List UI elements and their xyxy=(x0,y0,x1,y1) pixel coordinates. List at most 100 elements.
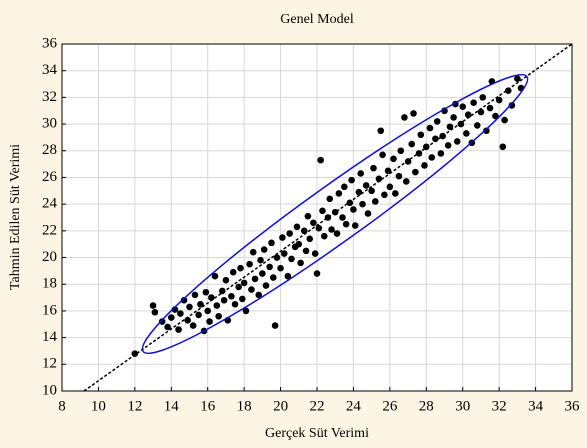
y-axis-label: Tahmin Edilen Süt Verimi xyxy=(8,144,23,290)
x-tick-label: 28 xyxy=(419,398,434,414)
point xyxy=(331,208,339,216)
y-tick-label: 16 xyxy=(42,302,58,318)
point xyxy=(271,322,279,329)
x-tick-label: 30 xyxy=(455,398,470,414)
y-tick-label: 34 xyxy=(42,62,58,78)
point xyxy=(231,300,239,308)
point xyxy=(370,164,377,172)
point xyxy=(167,314,175,321)
point xyxy=(473,122,481,129)
point xyxy=(483,127,490,135)
x-tick-label: 34 xyxy=(528,398,544,414)
point xyxy=(324,214,332,221)
point xyxy=(266,263,273,271)
point xyxy=(341,183,348,191)
point xyxy=(215,312,222,320)
point xyxy=(463,130,470,137)
point xyxy=(288,255,295,263)
x-tick-label: 36 xyxy=(565,398,581,414)
x-tick-label: 14 xyxy=(164,398,180,414)
point xyxy=(286,230,293,237)
point xyxy=(191,291,199,299)
point xyxy=(229,268,237,276)
point xyxy=(335,190,343,197)
x-tick-label: 22 xyxy=(310,398,325,414)
point xyxy=(240,279,248,287)
point xyxy=(470,99,477,107)
point xyxy=(444,142,452,149)
point xyxy=(404,158,412,165)
y-tick-label: 20 xyxy=(42,249,57,265)
point xyxy=(499,143,507,151)
point xyxy=(433,118,441,125)
point xyxy=(350,206,357,213)
y-tick-label: 14 xyxy=(42,329,58,345)
point xyxy=(375,175,383,183)
point xyxy=(381,191,388,199)
point xyxy=(453,138,461,145)
chart-title: Genel Model xyxy=(280,12,354,27)
point xyxy=(302,247,310,255)
point xyxy=(364,210,372,217)
point xyxy=(255,291,263,299)
point xyxy=(504,87,512,95)
point xyxy=(175,326,182,333)
point xyxy=(390,155,397,163)
point xyxy=(486,104,494,112)
point xyxy=(464,111,472,119)
point xyxy=(228,292,235,300)
point xyxy=(395,172,403,180)
point xyxy=(239,295,246,303)
point xyxy=(439,132,446,140)
point xyxy=(280,250,288,257)
point xyxy=(149,302,157,309)
point xyxy=(218,287,226,295)
point xyxy=(186,303,193,311)
point xyxy=(259,270,266,277)
point xyxy=(501,116,508,124)
confidence-ellipse xyxy=(141,73,529,355)
point xyxy=(412,168,419,176)
point xyxy=(397,147,405,155)
point xyxy=(315,224,323,232)
point xyxy=(359,200,366,208)
point xyxy=(177,310,184,317)
point xyxy=(346,199,354,207)
y-tick-label: 30 xyxy=(42,116,57,132)
point xyxy=(417,131,425,139)
point xyxy=(251,275,259,283)
point xyxy=(326,195,334,203)
point xyxy=(392,190,399,197)
point xyxy=(401,114,408,121)
point xyxy=(355,188,363,196)
point xyxy=(269,274,277,281)
point xyxy=(495,96,503,104)
point xyxy=(441,107,448,115)
point xyxy=(479,94,487,101)
x-tick-label: 16 xyxy=(200,398,216,414)
point xyxy=(246,260,253,268)
point xyxy=(195,311,202,319)
point xyxy=(437,150,445,157)
point xyxy=(197,300,204,308)
point xyxy=(508,102,516,109)
point xyxy=(306,235,314,243)
point xyxy=(131,350,139,357)
x-tick-label: 26 xyxy=(382,398,398,414)
y-tick-label: 12 xyxy=(42,356,57,372)
point xyxy=(260,246,268,253)
point xyxy=(351,222,359,229)
point xyxy=(342,220,350,228)
point xyxy=(311,250,319,257)
y-tick-label: 24 xyxy=(42,196,58,212)
point xyxy=(410,110,417,117)
point xyxy=(202,288,210,296)
point xyxy=(208,294,215,301)
points xyxy=(131,75,525,357)
point xyxy=(213,302,221,309)
x-tick-label: 8 xyxy=(58,398,66,414)
point xyxy=(459,103,467,111)
point xyxy=(204,307,212,315)
point xyxy=(415,150,423,157)
point xyxy=(257,256,264,264)
